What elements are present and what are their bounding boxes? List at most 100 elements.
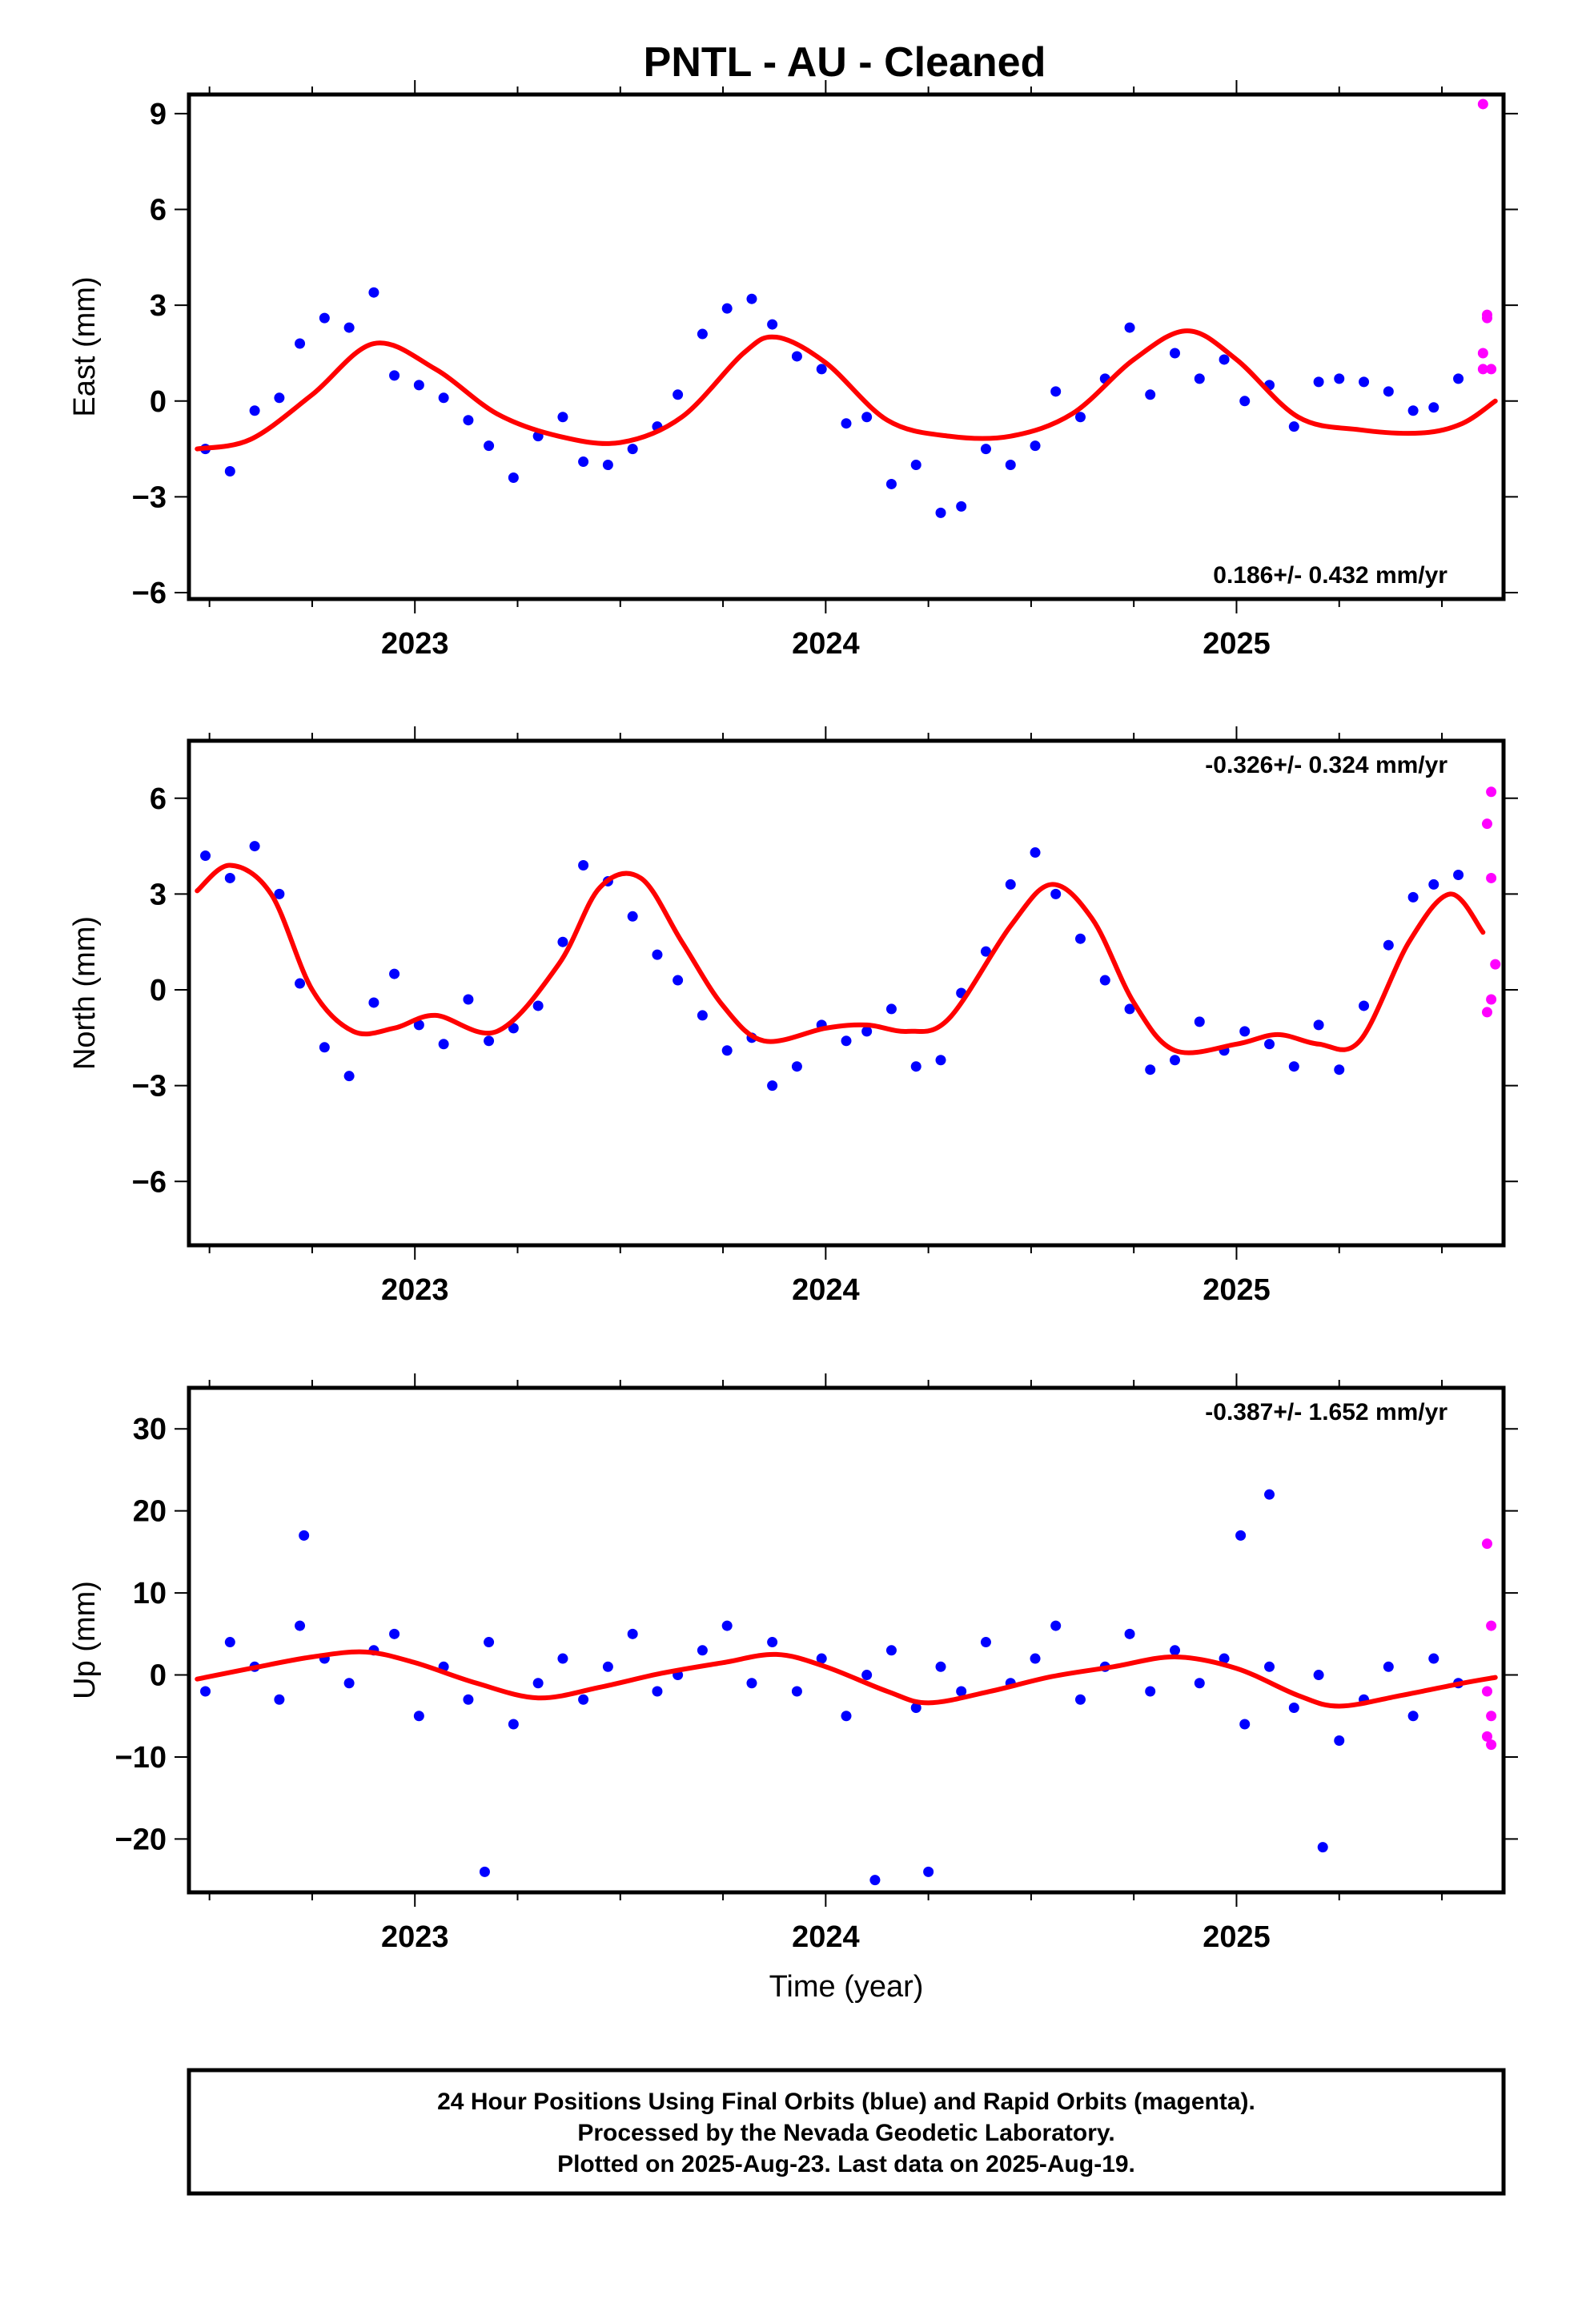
final-orbit-point	[1219, 1653, 1230, 1664]
rate-label: -0.387+/- 1.652 mm/yr	[1205, 1399, 1447, 1425]
y-tick-label: −6	[132, 1165, 167, 1199]
final-orbit-point	[1170, 1645, 1180, 1656]
final-orbit-point	[249, 841, 260, 852]
final-orbit-point	[1239, 1026, 1251, 1037]
rapid-orbit-point	[1486, 786, 1497, 798]
final-orbit-point	[200, 850, 211, 862]
x-axis-label: Time (year)	[769, 1970, 924, 2004]
final-orbit-point	[791, 1686, 802, 1697]
y-tick-label: 0	[150, 974, 167, 1007]
final-orbit-point	[484, 1637, 495, 1648]
final-orbit-point	[1030, 440, 1041, 452]
final-orbit-point	[602, 1661, 613, 1672]
final-orbit-point	[885, 1645, 897, 1656]
north-panel: 2023 2024 2025 −6 −3 0 3 6 North (mm) -0.326+/- 0…	[68, 726, 1518, 1307]
final-orbit-point	[1407, 891, 1419, 903]
y-tick-label: −3	[132, 480, 167, 514]
final-orbit-point	[1030, 847, 1041, 858]
rapid-orbit-point	[1486, 364, 1497, 375]
rapid-orbit-point	[1490, 959, 1501, 970]
final-orbit-point	[1428, 879, 1439, 890]
plot-marks	[195, 786, 1501, 1092]
final-orbit-point	[274, 392, 285, 404]
final-orbit-point	[1145, 1064, 1156, 1076]
final-orbit-point	[1170, 1055, 1180, 1066]
final-orbit-point	[389, 1628, 400, 1639]
final-orbit-point	[767, 1080, 778, 1092]
final-orbit-point	[910, 1703, 921, 1714]
final-orbit-point	[1359, 376, 1370, 388]
x-tick-label: 2024	[792, 627, 860, 661]
y-tick-label: 10	[133, 1577, 167, 1610]
final-orbit-point	[295, 338, 306, 349]
final-orbit-point	[1383, 1661, 1394, 1672]
final-orbit-point	[1074, 1694, 1086, 1705]
final-orbit-point	[1334, 373, 1345, 384]
plot-area	[189, 1388, 1504, 1892]
final-orbit-point	[1050, 1620, 1062, 1631]
plot-frame	[187, 738, 1506, 1248]
final-orbit-point	[721, 1620, 733, 1631]
rapid-orbit-point	[1481, 1538, 1492, 1550]
final-orbit-point	[1313, 1019, 1324, 1031]
final-orbit-point	[841, 1035, 852, 1047]
final-orbit-point	[652, 1686, 663, 1697]
final-orbit-point	[1050, 386, 1062, 397]
final-orbit-point	[368, 997, 379, 1008]
final-orbit-point	[299, 1530, 310, 1541]
final-orbit-point	[746, 1678, 757, 1689]
east-panel: 2023 2024 2025 −6 −3 0 3 6 9 East (mm) 0.186+/- 0.…	[68, 80, 1518, 661]
final-orbit-point	[602, 460, 613, 471]
x-tick-label: 2023	[381, 627, 449, 661]
final-orbit-point	[200, 1686, 211, 1697]
final-orbit-point	[343, 322, 355, 333]
final-orbit-point	[1359, 1000, 1370, 1011]
final-orbit-point	[721, 1045, 733, 1056]
final-orbit-point	[1074, 412, 1086, 423]
y-tick-label: 30	[133, 1413, 167, 1446]
final-orbit-point	[1194, 373, 1205, 384]
final-orbit-point	[980, 444, 991, 455]
up-panel: 2023 2024 2025 −20 −10 0 10 20 30 Up (mm) Time (ye…	[68, 1373, 1518, 2004]
footer-caption: 24 Hour Positions Using Final Orbits (bl…	[187, 2068, 1506, 2196]
final-orbit-point	[861, 412, 873, 423]
final-orbit-point	[841, 1711, 852, 1722]
rapid-orbit-point	[1486, 1620, 1497, 1631]
final-orbit-point	[767, 1637, 778, 1648]
rapid-orbit-point	[1486, 1711, 1497, 1722]
final-orbit-point	[923, 1866, 934, 1877]
final-orbit-point	[1288, 421, 1299, 432]
final-orbit-point	[627, 911, 638, 922]
final-orbit-point	[1288, 1061, 1299, 1072]
final-orbit-point	[1170, 348, 1180, 359]
final-orbit-point	[627, 1628, 638, 1639]
final-orbit-point	[1099, 975, 1110, 986]
final-orbit-point	[956, 1686, 967, 1697]
final-orbit-point	[438, 392, 449, 404]
final-orbit-point	[1428, 1653, 1439, 1664]
final-orbit-point	[484, 1035, 495, 1047]
final-orbit-point	[935, 507, 946, 518]
caption-line: Processed by the Nevada Geodetic Laborat…	[577, 2120, 1114, 2146]
final-orbit-point	[319, 312, 330, 324]
final-orbit-point	[508, 1023, 519, 1034]
rapid-orbit-point	[1481, 312, 1492, 324]
page-title: PNTL - AU - Cleaned	[644, 39, 1046, 86]
final-orbit-point	[980, 946, 991, 957]
x-tick-label: 2025	[1203, 1273, 1271, 1307]
final-orbit-point	[1383, 386, 1394, 397]
final-orbit-point	[841, 418, 852, 429]
final-orbit-point	[438, 1039, 449, 1050]
final-orbit-point	[343, 1071, 355, 1082]
y-tick-label: 6	[150, 782, 167, 816]
final-orbit-point	[627, 444, 638, 455]
final-orbit-point	[861, 1670, 873, 1681]
final-orbit-point	[910, 460, 921, 471]
final-orbit-point	[578, 860, 589, 871]
rapid-orbit-point	[1486, 994, 1497, 1005]
final-orbit-point	[1264, 1661, 1275, 1672]
final-orbit-point	[389, 968, 400, 979]
rapid-orbit-point	[1481, 818, 1492, 830]
final-orbit-point	[413, 380, 424, 391]
final-orbit-point	[224, 872, 235, 883]
